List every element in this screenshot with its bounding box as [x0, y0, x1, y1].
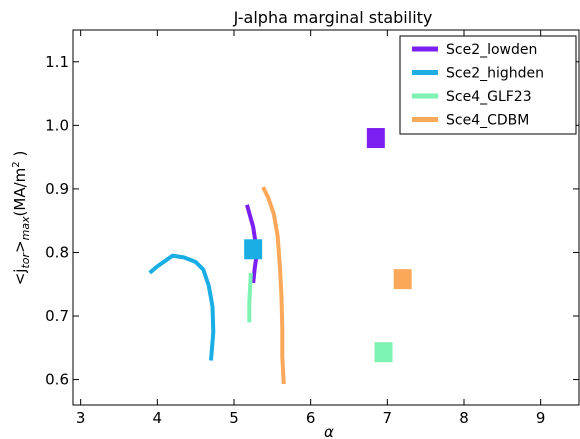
y-tick-label: 0.8 [45, 243, 69, 261]
series-line-3 [247, 272, 253, 323]
x-tick-label: 6 [306, 409, 316, 427]
x-tick-label: 5 [229, 409, 239, 427]
x-tick-label: 4 [153, 409, 163, 427]
chart-title: J-alpha marginal stability [233, 8, 433, 27]
y-tick-label: 1.1 [45, 53, 69, 71]
y-tick-label: 0.9 [45, 180, 69, 198]
legend-label-1: Sce2_lowden [446, 42, 537, 58]
axis-ticks: 3 4 5 6 7 8 9 0.6 0.7 0.8 0.9 1.0 1.1 [45, 30, 579, 427]
x-tick-label: 8 [459, 409, 469, 427]
y-tick-label: 0.7 [45, 307, 69, 325]
series-line-4 [261, 186, 286, 385]
plot-area [148, 128, 412, 385]
x-axis-label: α [324, 423, 334, 439]
x-tick-label: 7 [383, 409, 393, 427]
y-label-sub2: max [19, 216, 32, 240]
y-tick-label: 0.6 [45, 371, 69, 389]
y-label-main: <j [11, 269, 29, 286]
series-marker-2 [244, 239, 263, 260]
y-label-units: (MA/m [11, 168, 29, 217]
y-axis-label: <jtor>max(MA/m2 ) [11, 151, 32, 286]
y-label-sub: tor [19, 252, 32, 269]
legend: Sce2_lowden Sce2_highden Sce4_GLF23 Sce4_CD… [399, 35, 577, 135]
y-tick-label: 1.0 [45, 116, 69, 134]
x-tick-label: 3 [76, 409, 86, 427]
legend-label-3: Sce4_GLF23 [446, 89, 532, 105]
y-label-close: > [11, 240, 29, 253]
y-label-sup: 2 [11, 161, 22, 167]
series-line-2 [148, 253, 216, 361]
series-marker-1 [366, 128, 385, 149]
series-marker-3 [374, 342, 393, 363]
x-tick-label: 9 [536, 409, 546, 427]
legend-label-4: Sce4_CDBM [446, 113, 529, 129]
plot-frame [72, 29, 580, 406]
y-label-units-close: ) [11, 151, 29, 162]
legend-label-2: Sce2_highden [446, 66, 544, 82]
series-marker-4 [393, 269, 412, 290]
svg-text:<jtor>max(MA/m2 ): <jtor>max(MA/m2 ) [11, 151, 32, 286]
